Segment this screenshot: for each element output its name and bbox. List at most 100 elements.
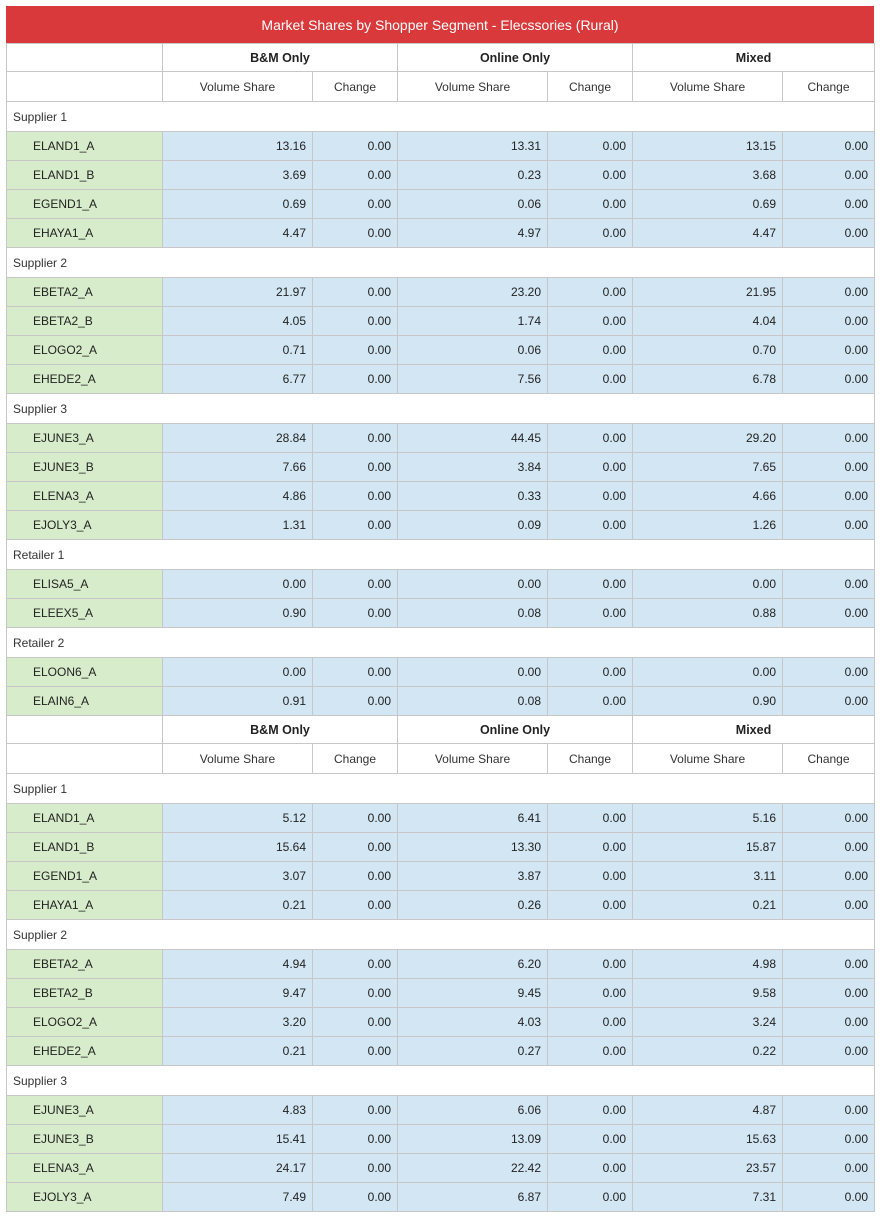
- volume-share-cell: 0.06: [397, 189, 549, 219]
- change-cell: 0.00: [311, 423, 399, 453]
- volume-share-header: Volume Share: [632, 71, 784, 102]
- volume-share-cell: 3.07: [162, 861, 313, 891]
- volume-share-cell: 1.31: [162, 510, 313, 540]
- change-cell: 0.00: [782, 364, 876, 394]
- change-cell: 0.00: [547, 861, 634, 891]
- volume-share-cell: 0.08: [397, 686, 549, 716]
- brand-cell: EHAYA1_A: [6, 890, 163, 920]
- volume-share-cell: 9.58: [632, 978, 784, 1008]
- brand-cell: ELAND1_A: [6, 803, 163, 833]
- volume-share-cell: 13.31: [397, 131, 549, 161]
- volume-share-cell: 0.00: [397, 657, 549, 687]
- change-header: Change: [311, 743, 399, 774]
- metric-header-row: Volume Share Change Volume Share Change Volu…: [6, 71, 876, 102]
- table-row: EGEND1_A 3.07 0.00 3.87 0.00 3.11 0.00: [6, 861, 876, 891]
- volume-share-cell: 24.17: [162, 1153, 313, 1183]
- volume-share-cell: 3.84: [397, 452, 549, 482]
- group-row: Supplier 1: [5, 101, 876, 132]
- change-header: Change: [311, 71, 399, 102]
- table-row: EJUNE3_B 7.66 0.00 3.84 0.00 7.65 0.00: [6, 452, 876, 482]
- volume-share-cell: 6.41: [397, 803, 549, 833]
- change-cell: 0.00: [311, 598, 399, 628]
- table-row: ELOGO2_A 3.20 0.00 4.03 0.00 3.24 0.00: [6, 1007, 876, 1037]
- volume-share-cell: 0.00: [632, 569, 784, 599]
- segment-header-row: B&M Only Online Only Mixed: [6, 43, 876, 72]
- volume-share-cell: 0.00: [397, 569, 549, 599]
- change-cell: 0.00: [311, 160, 399, 190]
- volume-share-cell: 5.12: [162, 803, 313, 833]
- change-cell: 0.00: [311, 1007, 399, 1037]
- brand-cell: ELOGO2_A: [6, 335, 163, 365]
- change-cell: 0.00: [311, 803, 399, 833]
- volume-share-cell: 7.56: [397, 364, 549, 394]
- report-title: Market Shares by Shopper Segment - Elecs…: [6, 6, 874, 43]
- change-cell: 0.00: [547, 364, 634, 394]
- brand-cell: ELOGO2_A: [6, 1007, 163, 1037]
- change-cell: 0.00: [782, 335, 876, 365]
- volume-share-cell: 4.05: [162, 306, 313, 336]
- change-cell: 0.00: [547, 160, 634, 190]
- volume-share-cell: 13.09: [397, 1124, 549, 1154]
- volume-share-cell: 4.83: [162, 1095, 313, 1125]
- change-cell: 0.00: [311, 452, 399, 482]
- segment-header-row: B&M Only Online Only Mixed: [6, 715, 876, 744]
- table-body: B&M Only Online Only Mixed Volume Share Chan…: [5, 43, 876, 1212]
- brand-cell: EBETA2_B: [6, 306, 163, 336]
- change-cell: 0.00: [547, 657, 634, 687]
- volume-share-cell: 6.20: [397, 949, 549, 979]
- volume-share-cell: 0.21: [162, 890, 313, 920]
- volume-share-cell: 3.68: [632, 160, 784, 190]
- change-cell: 0.00: [311, 861, 399, 891]
- volume-share-cell: 9.45: [397, 978, 549, 1008]
- change-cell: 0.00: [782, 803, 876, 833]
- change-cell: 0.00: [782, 452, 876, 482]
- change-cell: 0.00: [547, 306, 634, 336]
- change-cell: 0.00: [311, 569, 399, 599]
- volume-share-cell: 6.87: [397, 1182, 549, 1212]
- brand-cell: EHEDE2_A: [6, 364, 163, 394]
- volume-share-cell: 21.97: [162, 277, 313, 307]
- change-cell: 0.00: [311, 481, 399, 511]
- segment-header: Mixed: [632, 715, 876, 744]
- change-cell: 0.00: [311, 510, 399, 540]
- group-label: Retailer 1: [5, 539, 876, 570]
- volume-share-cell: 7.65: [632, 452, 784, 482]
- table-row: ELOGO2_A 0.71 0.00 0.06 0.00 0.70 0.00: [6, 335, 876, 365]
- brand-cell: EJOLY3_A: [6, 1182, 163, 1212]
- market-share-table: B&M Only Online Only Mixed Volume Share Chan…: [5, 43, 876, 1212]
- volume-share-cell: 23.20: [397, 277, 549, 307]
- corner-cell: [6, 743, 163, 774]
- volume-share-cell: 0.22: [632, 1036, 784, 1066]
- metric-header-row: Volume Share Change Volume Share Change Volu…: [6, 743, 876, 774]
- change-cell: 0.00: [311, 890, 399, 920]
- table-row: EGEND1_A 0.69 0.00 0.06 0.00 0.69 0.00: [6, 189, 876, 219]
- change-cell: 0.00: [547, 832, 634, 862]
- volume-share-cell: 7.66: [162, 452, 313, 482]
- brand-cell: EBETA2_B: [6, 978, 163, 1008]
- segment-header: Online Only: [397, 43, 634, 72]
- brand-cell: EGEND1_A: [6, 861, 163, 891]
- group-label: Supplier 2: [5, 919, 876, 950]
- brand-cell: EBETA2_A: [6, 949, 163, 979]
- volume-share-cell: 0.33: [397, 481, 549, 511]
- market-share-report: Market Shares by Shopper Segment - Elecs…: [5, 6, 876, 1212]
- change-cell: 0.00: [782, 1124, 876, 1154]
- brand-cell: EJUNE3_B: [6, 1124, 163, 1154]
- corner-cell: [6, 71, 163, 102]
- change-header: Change: [782, 71, 876, 102]
- brand-cell: EJOLY3_A: [6, 510, 163, 540]
- volume-share-cell: 4.03: [397, 1007, 549, 1037]
- segment-header: B&M Only: [161, 43, 399, 72]
- change-cell: 0.00: [782, 598, 876, 628]
- volume-share-cell: 0.08: [397, 598, 549, 628]
- change-cell: 0.00: [547, 890, 634, 920]
- table-row: ELAND1_B 15.64 0.00 13.30 0.00 15.87 0.00: [6, 832, 876, 862]
- table-row: ELAND1_B 3.69 0.00 0.23 0.00 3.68 0.00: [6, 160, 876, 190]
- volume-share-cell: 0.88: [632, 598, 784, 628]
- change-cell: 0.00: [311, 306, 399, 336]
- volume-share-cell: 4.66: [632, 481, 784, 511]
- segment-header: Mixed: [632, 43, 876, 72]
- volume-share-cell: 4.87: [632, 1095, 784, 1125]
- change-cell: 0.00: [547, 803, 634, 833]
- group-row: Supplier 2: [5, 247, 876, 278]
